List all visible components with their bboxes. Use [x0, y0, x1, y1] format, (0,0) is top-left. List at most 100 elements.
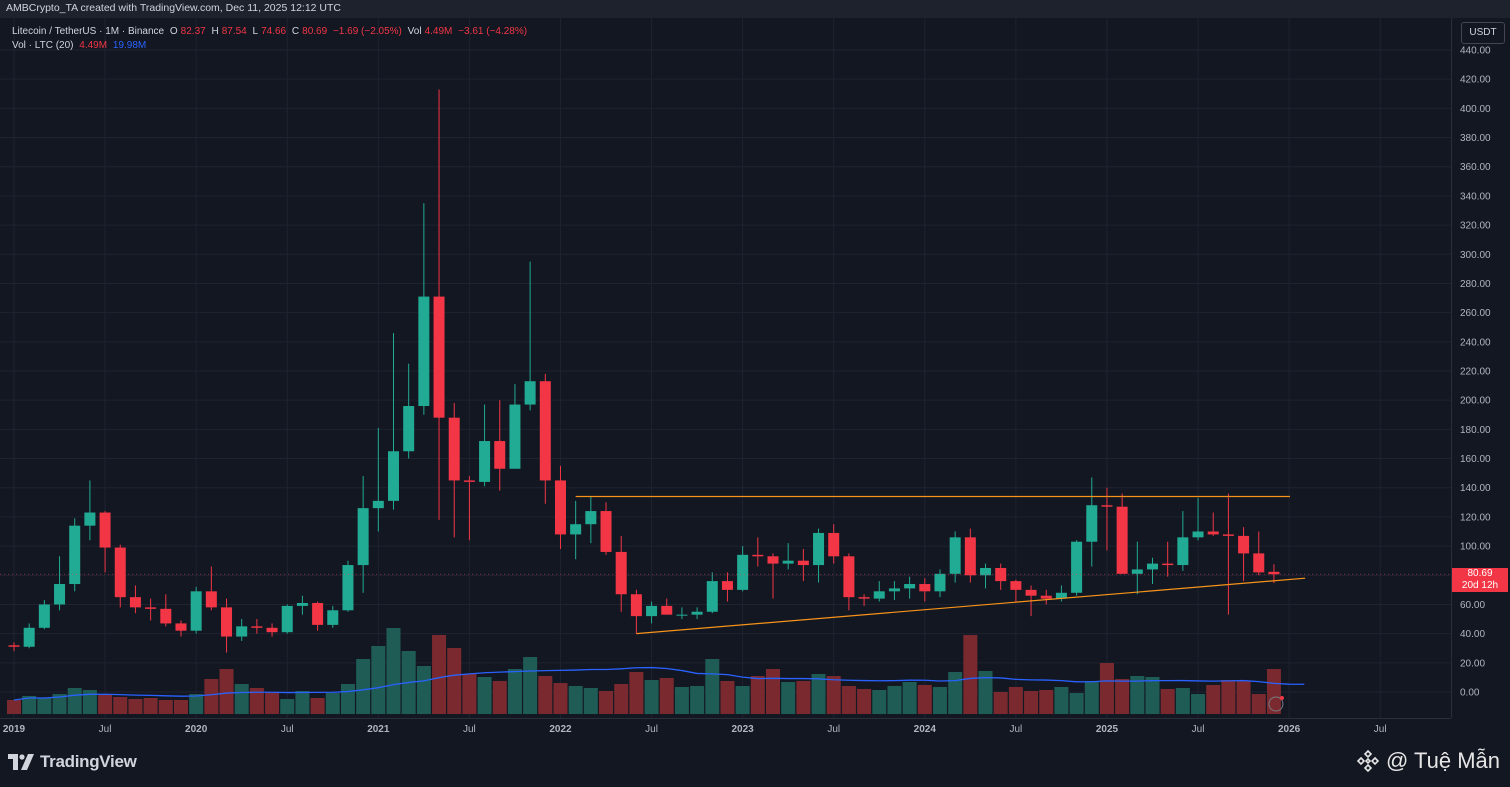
volume-bar [750, 676, 765, 714]
candle [509, 384, 521, 469]
candle-body [1055, 592, 1067, 599]
candle [706, 572, 718, 614]
support-trendline [636, 577, 1306, 635]
candle-body [1177, 537, 1189, 566]
candle [964, 528, 976, 583]
candle-body [1086, 505, 1098, 542]
candle-body [1253, 553, 1265, 573]
volume-bar [7, 700, 21, 714]
candle-body [980, 567, 992, 576]
price-axis-svg: 440.00 420.00 400.00 380.00 360.00 340.00 320.… [1460, 46, 1491, 699]
chart-pane[interactable]: Litecoin / TetherUS · 1M · Binance O 82.3… [0, 18, 1451, 718]
candle-body [1207, 531, 1219, 535]
candle [1222, 493, 1234, 615]
price-tick-label: 360.00 [1460, 162, 1491, 173]
candle-body [494, 441, 506, 469]
candle [1071, 540, 1083, 596]
candle-body [1025, 589, 1037, 596]
time-tick-label: 2021 [367, 724, 390, 735]
volume-bar [325, 693, 340, 714]
volume-bar [523, 657, 538, 714]
volume-bar [766, 669, 780, 714]
currency-button[interactable]: USDT [1461, 22, 1505, 44]
bolt-icon [1268, 696, 1284, 712]
volume-bar [22, 696, 37, 714]
volume-bar [553, 683, 568, 714]
candle-body [327, 610, 339, 625]
volume-bar [963, 635, 978, 714]
candle [813, 528, 825, 583]
time-axis[interactable]: 2019 Jul 2020 Jul 2021 Jul 2022 Jul 2023 Jul 2024 J… [0, 718, 1451, 739]
candle [1101, 487, 1113, 551]
volume-bar [310, 698, 325, 714]
footer [0, 738, 1510, 787]
candle-body [1192, 531, 1204, 538]
volume-bar [67, 688, 82, 714]
time-tick-label: 2025 [1096, 724, 1119, 735]
legend-open-label: O [169, 26, 178, 37]
price-tick-label: 120.00 [1460, 512, 1491, 523]
candle-body [418, 296, 430, 407]
candle [418, 203, 430, 415]
legend-close-label: C [291, 26, 300, 37]
candle [615, 535, 627, 612]
volume-bar [265, 692, 280, 714]
candle [995, 563, 1007, 590]
price-axis[interactable]: 440.00 420.00 400.00 380.00 360.00 340.00 320.… [1451, 18, 1510, 718]
candle-body [175, 623, 187, 631]
candle-body [357, 508, 369, 566]
candle [539, 373, 551, 504]
volume-bar [416, 666, 431, 714]
candle [585, 496, 597, 544]
price-tick-label: 420.00 [1460, 75, 1491, 86]
legend-open-value: 82.37 [180, 26, 206, 37]
candle [570, 500, 582, 560]
candle-body [160, 608, 172, 624]
candle-body [281, 605, 293, 633]
legend-high-label: H [211, 26, 219, 37]
volume-bar [735, 686, 750, 714]
candle-body [145, 607, 157, 609]
chart-credit: AMBCrypto_TA created with TradingView.co… [6, 2, 341, 14]
candle [888, 581, 900, 601]
candle-body [737, 554, 749, 590]
candle-body [221, 607, 233, 637]
legend-change: −1.69 (−2.05%) [332, 26, 402, 37]
volume-bar [143, 698, 158, 714]
candle [1162, 541, 1174, 577]
chart-svg [0, 18, 1451, 718]
candle [266, 623, 278, 637]
volume-bar [507, 669, 522, 714]
volume-indicator-label[interactable]: Vol · LTC (20) [12, 40, 74, 51]
candle [372, 427, 384, 532]
volume-bar [1266, 669, 1281, 714]
volume-bar [917, 685, 932, 714]
volume-bar [644, 680, 659, 714]
candle-body [858, 597, 870, 599]
candle [721, 572, 733, 602]
volume-bar [614, 684, 629, 714]
candle [175, 620, 187, 637]
candle [463, 476, 475, 541]
volume-bar [128, 699, 143, 714]
candle-body [448, 417, 460, 481]
price-tick-label: 240.00 [1460, 337, 1491, 348]
price-tick-label: 260.00 [1460, 308, 1491, 319]
candle-body [205, 591, 217, 608]
candle [388, 333, 399, 510]
candle [23, 623, 35, 649]
watermark-text: @ Tuệ Mẫn [1385, 748, 1500, 773]
candle-body [372, 500, 384, 509]
candle [145, 598, 157, 621]
volume-bar [1160, 689, 1175, 714]
volume-bar [705, 659, 720, 714]
candle [205, 566, 217, 611]
tradingview-logo[interactable]: TradingView [8, 752, 137, 772]
candle [904, 576, 916, 599]
legend-symbol[interactable]: Litecoin / TetherUS · 1M · Binance [12, 26, 165, 37]
candle-body [1268, 571, 1280, 575]
candle-body [888, 588, 900, 592]
candle [114, 544, 126, 608]
candle-body [1071, 541, 1083, 593]
candle [934, 569, 946, 598]
